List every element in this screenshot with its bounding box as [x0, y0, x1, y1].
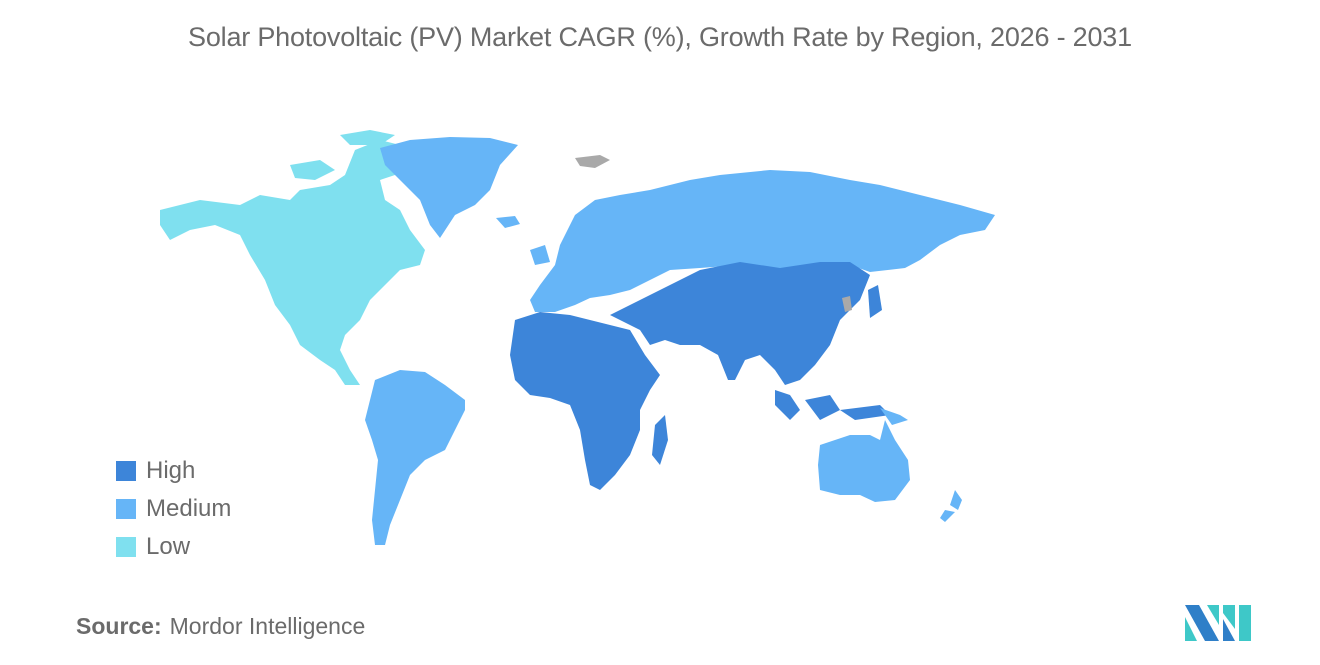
- region-south-america: [365, 370, 465, 545]
- source-note: Source: Mordor Intelligence: [76, 613, 365, 640]
- region-greenland: [380, 137, 520, 238]
- mordor-logo-icon: [1185, 605, 1251, 641]
- region-north-america: [160, 130, 425, 385]
- legend-item-medium: Medium: [116, 490, 231, 528]
- legend-swatch-low: [116, 537, 136, 557]
- legend-swatch-high: [116, 461, 136, 481]
- region-africa-asia: [510, 262, 890, 490]
- legend-item-high: High: [116, 452, 231, 490]
- region-europe-russia: [530, 170, 995, 312]
- legend-item-low: Low: [116, 528, 231, 566]
- region-no-data: [575, 155, 852, 312]
- source-value: Mordor Intelligence: [169, 613, 366, 639]
- source-label: Source:: [76, 613, 162, 639]
- legend-label: Low: [146, 533, 191, 560]
- legend-label: High: [146, 457, 196, 484]
- legend: High Medium Low: [116, 452, 231, 566]
- legend-label: Medium: [146, 495, 232, 522]
- region-oceania: [818, 408, 962, 522]
- chart-title: Solar Photovoltaic (PV) Market CAGR (%),…: [188, 22, 1132, 52]
- legend-swatch-medium: [116, 499, 136, 519]
